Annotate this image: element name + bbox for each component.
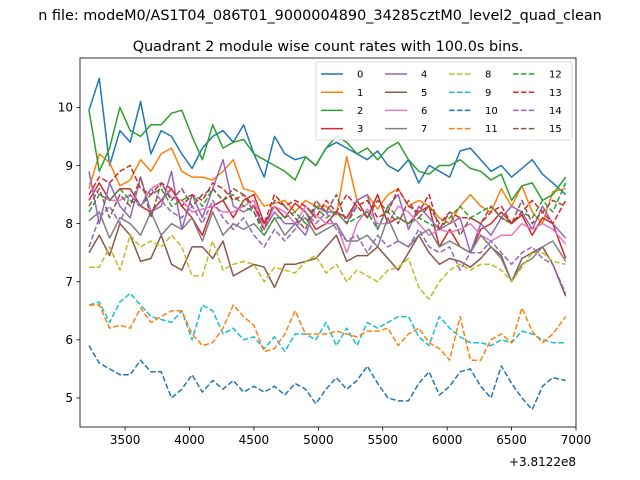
legend-label: 13 (549, 88, 562, 99)
legend-label: 7 (421, 124, 427, 135)
x-tick-label: 5500 (367, 433, 398, 447)
series-line-3 (88, 182, 567, 259)
legend-label: 15 (549, 124, 562, 135)
series-line-6 (88, 182, 567, 254)
legend-item: 13 (513, 88, 562, 99)
series-line-10 (88, 345, 566, 411)
x-tick-label: 4500 (239, 433, 270, 447)
chart-title: Quadrant 2 module wise count rates with … (133, 39, 524, 55)
figure-suptitle: n file: modeM0/AS1T04_086T01_9000004890_… (38, 8, 602, 24)
legend-label: 12 (549, 70, 562, 81)
legend-label: 6 (421, 106, 427, 117)
legend-item: 5 (385, 88, 427, 99)
legend-item: 14 (513, 106, 562, 117)
legend-label: 2 (357, 106, 363, 117)
x-offset-label: +3.8122e8 (509, 455, 576, 469)
legend-item: 9 (449, 88, 491, 99)
legend-label: 4 (421, 70, 427, 81)
y-tick-label: 9 (65, 159, 73, 173)
legend-item: 0 (321, 70, 363, 81)
x-tick-label: 3500 (110, 433, 141, 447)
x-tick-label: 6000 (432, 433, 463, 447)
legend-item: 11 (449, 124, 498, 135)
legend-label: 3 (357, 124, 363, 135)
legend-label: 8 (485, 70, 491, 81)
legend-item: 8 (449, 70, 491, 81)
legend-box (315, 61, 573, 141)
legend-label: 10 (485, 106, 498, 117)
legend-item: 6 (385, 106, 427, 117)
legend-item: 3 (321, 124, 363, 135)
series-line-2 (88, 106, 567, 202)
x-tick-label: 4000 (174, 433, 205, 447)
y-tick-label: 10 (58, 101, 73, 115)
series-line-1 (88, 147, 566, 225)
legend-label: 5 (421, 88, 427, 99)
series-line-15 (88, 176, 567, 236)
legend-label: 14 (549, 106, 562, 117)
series-line-7 (88, 211, 567, 283)
legend-label: 9 (485, 88, 491, 99)
series-line-9 (88, 292, 566, 353)
series-line-8 (89, 234, 566, 300)
legend-item: 7 (385, 124, 427, 135)
legend-label: 0 (357, 70, 363, 81)
legend-item: 10 (449, 106, 498, 117)
legend-item: 1 (321, 88, 363, 99)
series-line-12 (88, 182, 567, 236)
legend-label: 11 (485, 124, 498, 135)
y-tick-label: 8 (65, 217, 73, 231)
y-tick-label: 5 (65, 391, 73, 405)
x-tick-label: 5000 (303, 433, 334, 447)
plot-area (88, 77, 567, 411)
legend-item: 2 (321, 106, 363, 117)
series-line-5 (88, 222, 567, 297)
series-line-11 (89, 304, 567, 361)
series-line-14 (88, 187, 567, 294)
x-tick-label: 7000 (561, 433, 592, 447)
legend-item: 4 (385, 70, 427, 81)
legend-item: 15 (513, 124, 562, 135)
axes-frame (79, 57, 577, 428)
series-line-13 (88, 164, 567, 231)
y-tick-label: 6 (65, 333, 73, 347)
legend-label: 1 (357, 88, 363, 99)
x-tick-label: 6500 (496, 433, 527, 447)
y-tick-label: 7 (65, 275, 73, 289)
legend-item: 12 (513, 70, 562, 81)
